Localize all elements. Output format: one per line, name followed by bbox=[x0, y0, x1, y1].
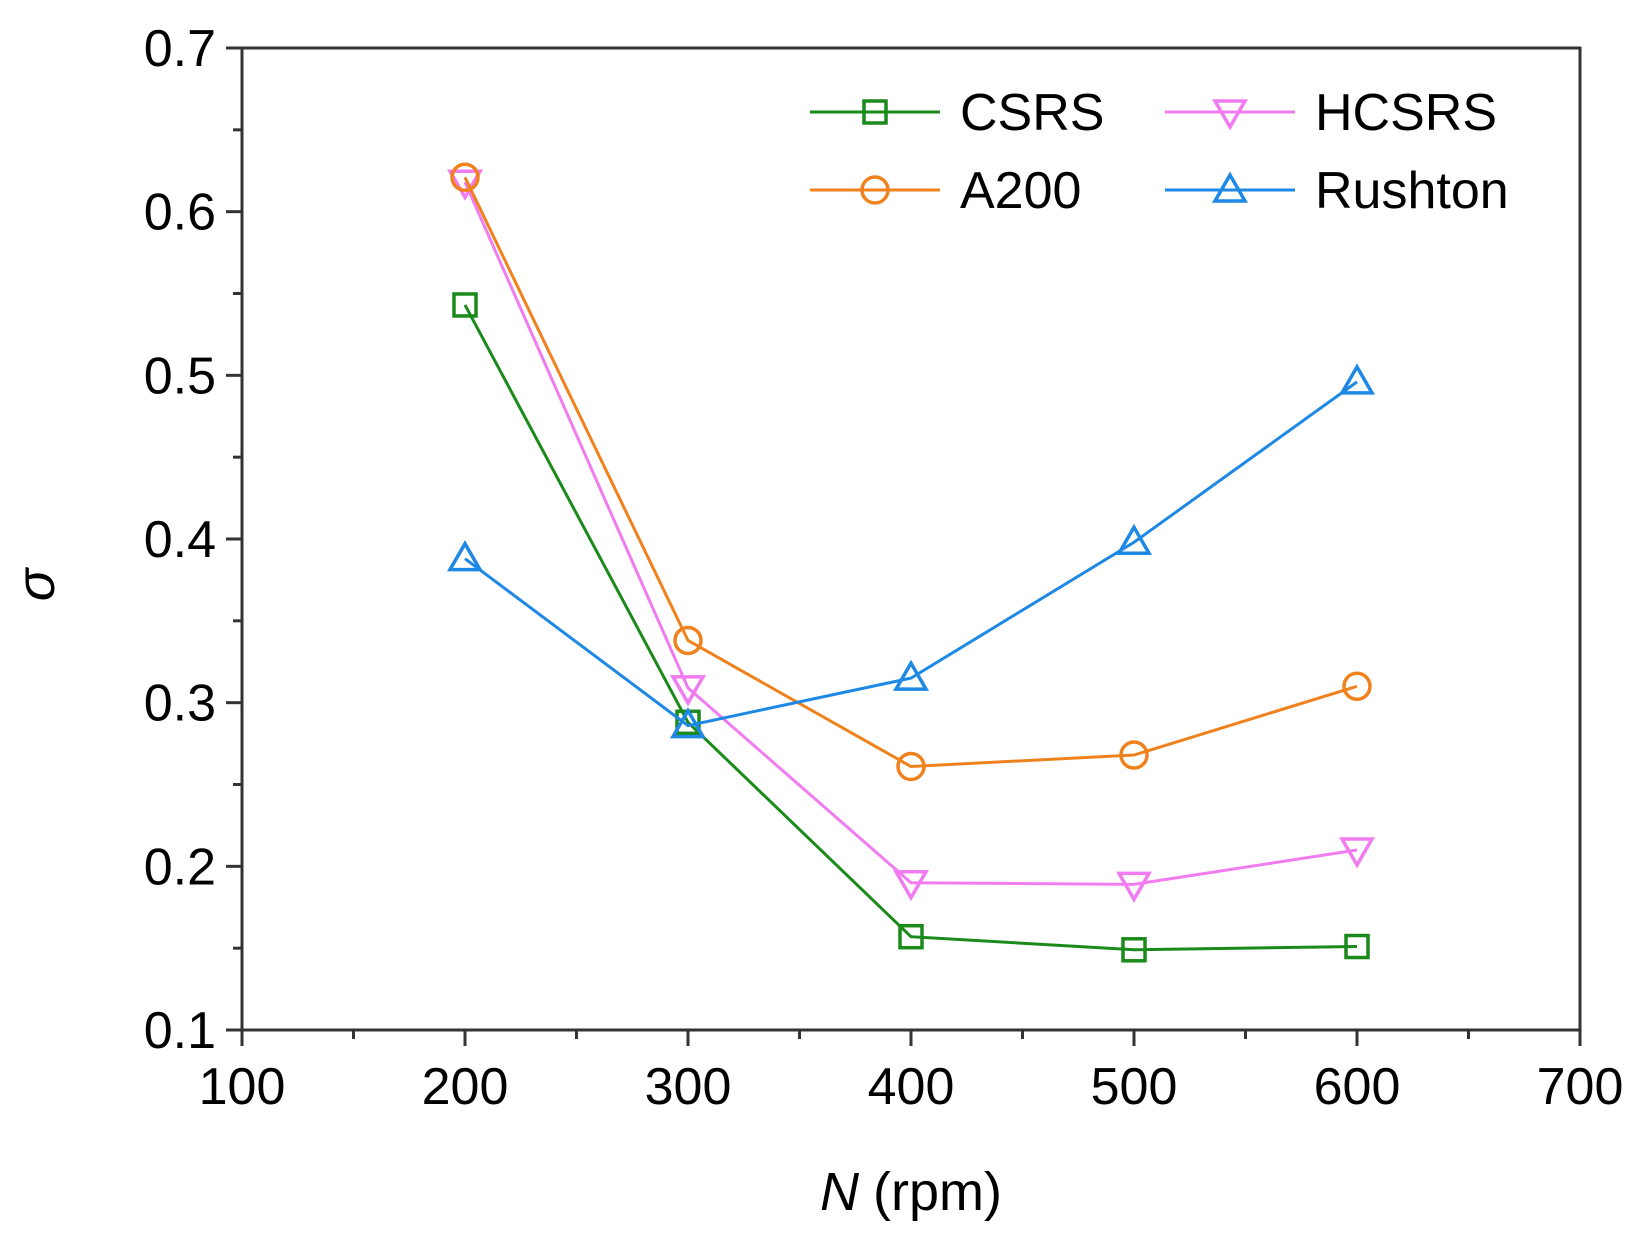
data-point-a200 bbox=[673, 625, 703, 656]
data-point-rushton bbox=[892, 659, 930, 691]
legend-item-rushton: Rushton bbox=[1165, 162, 1509, 220]
y-tick-label: 0.1 bbox=[144, 1002, 216, 1060]
data-point-csrs bbox=[1344, 933, 1370, 960]
data-point-csrs bbox=[452, 292, 478, 318]
legend-label: HCSRS bbox=[1315, 84, 1497, 142]
x-tick-label: 400 bbox=[868, 1058, 955, 1116]
legend-label: Rushton bbox=[1315, 162, 1509, 220]
series-rushton bbox=[446, 363, 1376, 739]
x-axis-tick-labels: 100 200 300 400 500 600 700 bbox=[199, 1058, 1624, 1116]
data-point-a200 bbox=[450, 162, 480, 193]
data-point-a200 bbox=[1342, 671, 1372, 702]
series-line-csrs bbox=[463, 304, 1358, 952]
legend-item-a200: A200 bbox=[810, 162, 1081, 220]
legend-marker bbox=[860, 175, 890, 205]
y-tick-label: 0.6 bbox=[144, 184, 216, 242]
x-axis-title: N (rpm) bbox=[820, 1162, 1002, 1222]
data-point-csrs bbox=[1121, 937, 1147, 963]
data-point-rushton bbox=[669, 707, 707, 739]
legend-item-csrs: CSRS bbox=[810, 84, 1104, 142]
legend-label: A200 bbox=[960, 162, 1081, 220]
data-point-hcsrs bbox=[669, 675, 707, 707]
series-a200 bbox=[450, 162, 1372, 782]
data-point-a200 bbox=[1119, 740, 1149, 770]
series-csrs bbox=[452, 292, 1370, 963]
x-tick-label: 200 bbox=[422, 1058, 509, 1116]
legend-marker bbox=[862, 99, 888, 125]
series-line-a200 bbox=[463, 176, 1358, 769]
y-tick-label: 0.4 bbox=[144, 511, 216, 569]
data-point-rushton bbox=[446, 540, 484, 572]
legend-label: CSRS bbox=[960, 84, 1104, 142]
series-line-rushton bbox=[464, 380, 1358, 728]
data-point-hcsrs bbox=[446, 169, 484, 201]
data-point-rushton bbox=[1115, 523, 1153, 556]
legend-marker bbox=[1211, 99, 1249, 131]
series-hcsrs bbox=[446, 169, 1376, 903]
y-tick-label: 0.2 bbox=[144, 838, 216, 896]
legend: CSRS HCSRS A200 Rushton bbox=[810, 84, 1509, 220]
data-point-rushton bbox=[1338, 363, 1376, 395]
y-axis-tick-labels: 0.1 0.2 0.3 0.4 0.5 0.6 0.7 bbox=[144, 20, 216, 1060]
x-axis-variable: N bbox=[820, 1162, 860, 1222]
x-tick-label: 600 bbox=[1314, 1058, 1401, 1116]
axis-ticks bbox=[226, 46, 1582, 1046]
data-point-csrs bbox=[898, 923, 924, 950]
y-tick-label: 0.5 bbox=[144, 347, 216, 405]
data-point-hcsrs bbox=[1115, 871, 1153, 903]
legend-marker bbox=[1211, 171, 1249, 203]
series-line-hcsrs bbox=[463, 181, 1358, 886]
x-axis-unit: (rpm) bbox=[873, 1162, 1002, 1222]
data-point-hcsrs bbox=[892, 869, 930, 902]
y-tick-label: 0.7 bbox=[144, 20, 216, 78]
series-layer bbox=[446, 162, 1376, 963]
y-tick-label: 0.3 bbox=[144, 675, 216, 733]
data-point-hcsrs bbox=[1338, 837, 1376, 869]
x-tick-label: 100 bbox=[199, 1058, 286, 1116]
x-tick-label: 500 bbox=[1091, 1058, 1178, 1116]
data-point-a200 bbox=[896, 751, 926, 782]
legend-item-hcsrs: HCSRS bbox=[1165, 84, 1497, 142]
x-tick-label: 300 bbox=[645, 1058, 732, 1116]
x-tick-label: 700 bbox=[1537, 1058, 1624, 1116]
y-axis-title: σ bbox=[6, 566, 66, 601]
